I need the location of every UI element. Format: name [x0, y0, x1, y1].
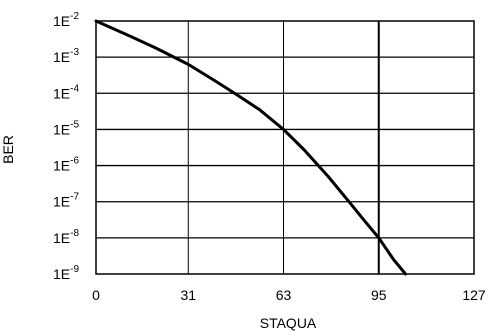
series-line [94, 19, 407, 276]
y-tick-label: 1E-3 [53, 47, 79, 65]
x-tick-label: 63 [276, 287, 292, 303]
y-tick-label: 1E-7 [53, 192, 79, 210]
y-tick-label: 1E-2 [53, 11, 79, 29]
y-tick-label: 1E-8 [53, 228, 79, 246]
x-tick-label: 0 [92, 287, 100, 303]
y-axis-label: BER [0, 135, 16, 164]
x-tick-label: 95 [371, 287, 387, 303]
y-tick-label: 1E-4 [53, 83, 79, 101]
x-tick-label: 127 [462, 287, 486, 303]
x-tick-label: 31 [180, 287, 196, 303]
plot-area [95, 20, 475, 275]
x-axis-label: STAQUA [260, 315, 317, 331]
y-tick-label: 1E-5 [53, 119, 79, 137]
y-tick-label: 1E-6 [53, 156, 79, 174]
y-tick-label: 1E-9 [53, 264, 79, 282]
